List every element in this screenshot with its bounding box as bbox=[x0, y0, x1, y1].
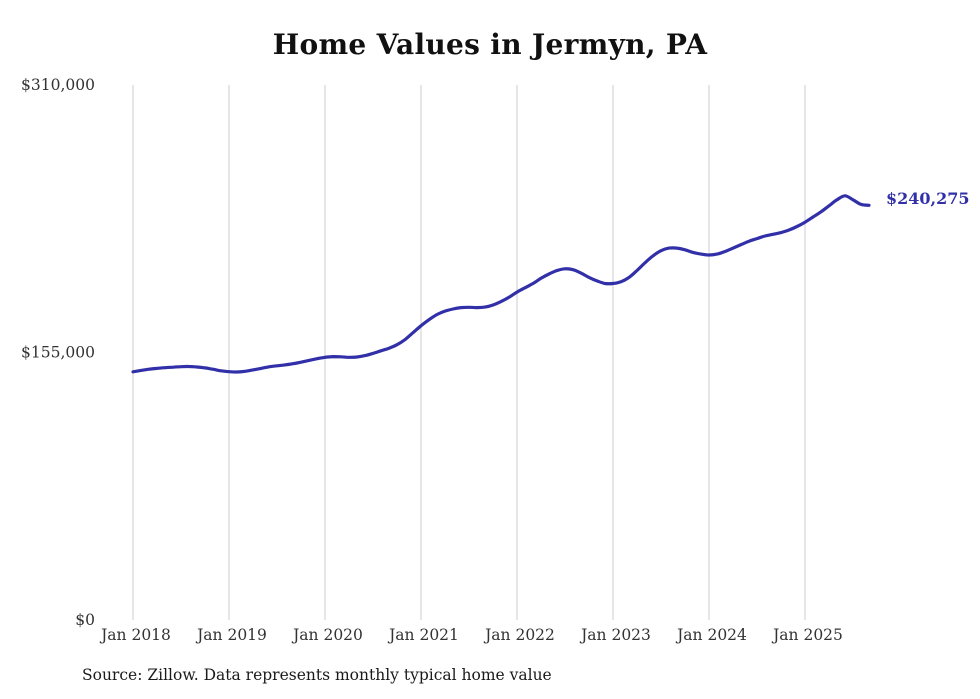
home-value-line bbox=[131, 194, 871, 374]
x-axis-tick-label: Jan 2018 bbox=[99, 626, 171, 644]
y-axis-tick-label: $0 bbox=[75, 611, 95, 629]
x-axis-tick-label: Jan 2022 bbox=[483, 626, 555, 644]
x-axis-tick-label: Jan 2023 bbox=[579, 626, 651, 644]
y-axis-tick-label: $310,000 bbox=[21, 76, 95, 94]
y-axis-tick-label: $155,000 bbox=[21, 344, 95, 362]
x-axis-tick-label: Jan 2021 bbox=[387, 626, 459, 644]
x-axis-tick-label: Jan 2025 bbox=[771, 626, 843, 644]
source-note: Source: Zillow. Data represents monthly … bbox=[82, 666, 552, 684]
x-axis-tick-label: Jan 2024 bbox=[675, 626, 747, 644]
chart-title: Home Values in Jermyn, PA bbox=[272, 28, 708, 61]
x-axis-tick-label: Jan 2020 bbox=[291, 626, 363, 644]
x-axis-tick-label: Jan 2019 bbox=[195, 626, 267, 644]
end-value-label: $240,275 bbox=[886, 189, 970, 208]
